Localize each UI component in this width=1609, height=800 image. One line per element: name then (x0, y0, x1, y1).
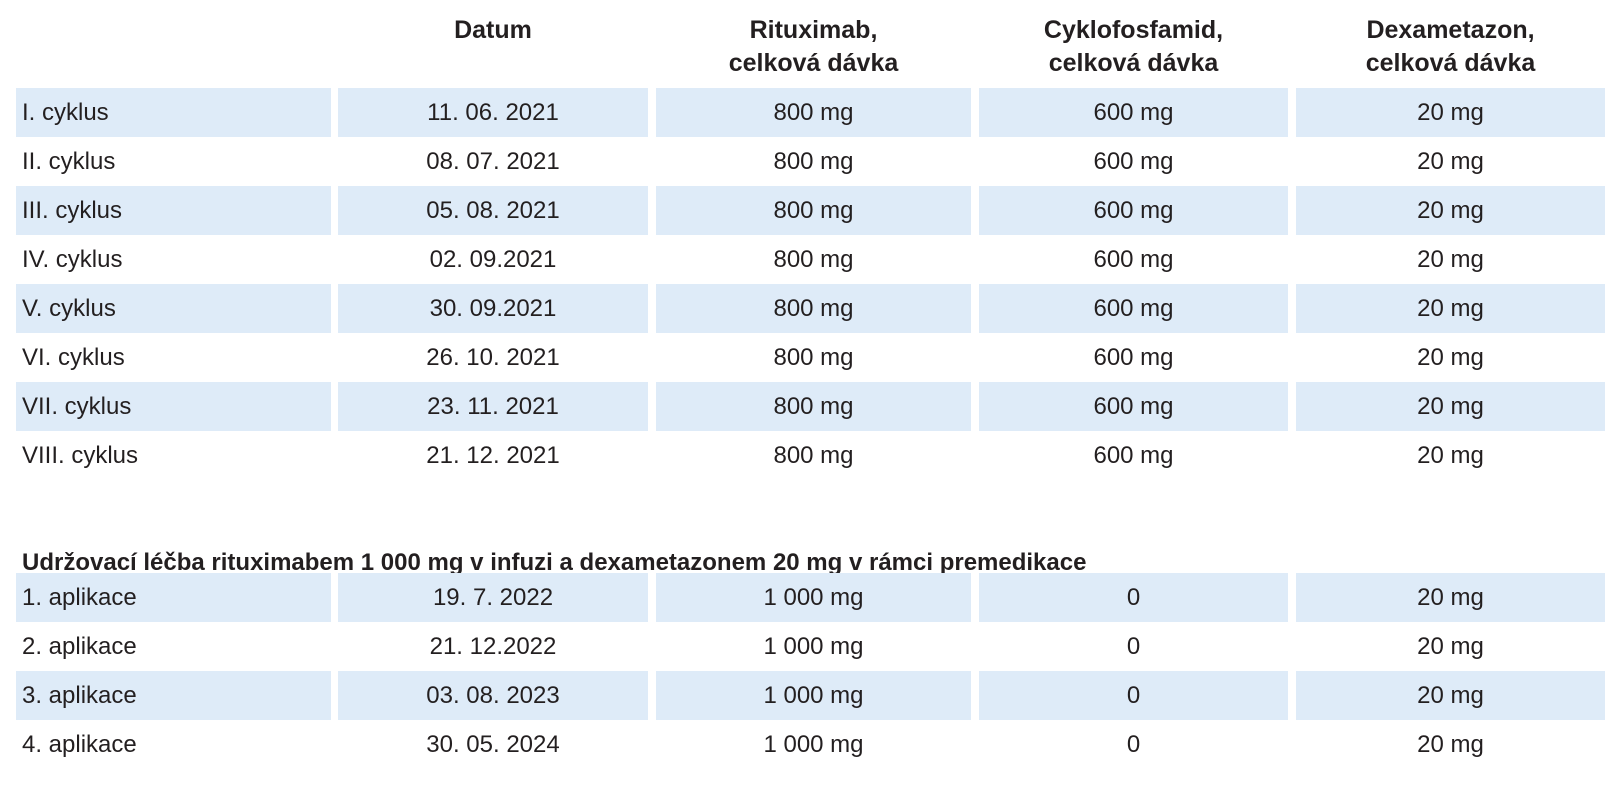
cyclophosphamide-cell: 600 mg (1093, 246, 1174, 273)
date-cell: 21. 12.2022 (429, 633, 557, 660)
rituximab-cell: 800 mg (773, 344, 854, 371)
cyclophosphamide-cell: 600 mg (979, 186, 1288, 235)
row-label: VIII. cyklus (22, 442, 139, 469)
table-row: II. cyklus 08. 07. 2021 800 mg 600 mg 20… (0, 137, 1609, 186)
dexamethasone-cell: 20 mg (1417, 633, 1484, 660)
row-label: IV. cyklus (22, 246, 123, 273)
table-row: IV. cyklus 02. 09.2021 800 mg 600 mg 20 … (0, 235, 1609, 284)
cyclophosphamide-cell: 600 mg (979, 284, 1288, 333)
table-row: VI. cyklus 26. 10. 2021 800 mg 600 mg 20… (0, 333, 1609, 382)
dexamethasone-cell: 20 mg (1296, 284, 1605, 333)
row-label: 1. aplikace (16, 573, 331, 622)
dexamethasone-cell: 20 mg (1417, 731, 1484, 758)
table-row: 1. aplikace 19. 7. 2022 1 000 mg 0 20 mg (0, 573, 1609, 622)
rituximab-cell: 1 000 mg (763, 633, 864, 660)
date-cell: 26. 10. 2021 (426, 344, 560, 371)
rituximab-cell: 800 mg (773, 442, 854, 469)
table-row: 3. aplikace 03. 08. 2023 1 000 mg 0 20 m… (0, 671, 1609, 720)
date-cell: 21. 12. 2021 (426, 442, 560, 469)
row-label: 3. aplikace (16, 671, 331, 720)
cyclophosphamide-cell: 0 (1126, 633, 1141, 660)
row-label: I. cyklus (16, 88, 331, 137)
date-cell: 30. 09.2021 (338, 284, 648, 333)
row-label: V. cyklus (16, 284, 331, 333)
date-cell: 11. 06. 2021 (338, 88, 648, 137)
header-cell-cyclophosphamide: Cyklofosfamid, celková dávka (1043, 16, 1224, 77)
date-cell: 19. 7. 2022 (338, 573, 648, 622)
rituximab-cell: 1 000 mg (656, 573, 971, 622)
row-label: 2. aplikace (22, 633, 137, 660)
rituximab-cell: 800 mg (656, 186, 971, 235)
rituximab-cell: 800 mg (656, 382, 971, 431)
table-row: III. cyklus 05. 08. 2021 800 mg 600 mg 2… (0, 186, 1609, 235)
row-label: 4. aplikace (22, 731, 137, 758)
row-label: VII. cyklus (16, 382, 331, 431)
dexamethasone-cell: 20 mg (1296, 186, 1605, 235)
maintenance-section-title: Udržovací léčba rituximabem 1 000 mg v i… (22, 549, 1087, 576)
date-cell: 02. 09.2021 (429, 246, 557, 273)
cyclophosphamide-cell: 600 mg (1093, 344, 1174, 371)
row-label: VI. cyklus (22, 344, 125, 371)
table-row: 4. aplikace 30. 05. 2024 1 000 mg 0 20 m… (0, 720, 1609, 769)
dexamethasone-cell: 20 mg (1417, 246, 1484, 273)
cyclophosphamide-cell: 0 (979, 671, 1288, 720)
rituximab-cell: 800 mg (773, 148, 854, 175)
header-cell-date: Datum (454, 16, 532, 44)
rituximab-cell: 800 mg (656, 88, 971, 137)
table-row: VII. cyklus 23. 11. 2021 800 mg 600 mg 2… (0, 382, 1609, 431)
rituximab-cell: 800 mg (656, 284, 971, 333)
table-row: 2. aplikace 21. 12.2022 1 000 mg 0 20 mg (0, 622, 1609, 671)
header-cell-rituximab: Rituximab, celková dávka (728, 16, 899, 77)
cyclophosphamide-cell: 600 mg (979, 88, 1288, 137)
row-label: III. cyklus (16, 186, 331, 235)
cyclophosphamide-cell: 600 mg (1093, 148, 1174, 175)
dexamethasone-cell: 20 mg (1296, 88, 1605, 137)
dexamethasone-cell: 20 mg (1417, 442, 1484, 469)
cyclophosphamide-cell: 0 (979, 573, 1288, 622)
header-cell-empty (16, 14, 331, 84)
table-row: VIII. cyklus 21. 12. 2021 800 mg 600 mg … (0, 431, 1609, 480)
cyclophosphamide-cell: 600 mg (979, 382, 1288, 431)
header-cell-dexamethasone: Dexametazon, celková dávka (1365, 16, 1536, 77)
dexamethasone-cell: 20 mg (1417, 148, 1484, 175)
date-cell: 23. 11. 2021 (338, 382, 648, 431)
date-cell: 08. 07. 2021 (426, 148, 560, 175)
table-row: I. cyklus 11. 06. 2021 800 mg 600 mg 20 … (0, 88, 1609, 137)
dexamethasone-cell: 20 mg (1417, 344, 1484, 371)
rituximab-cell: 1 000 mg (656, 671, 971, 720)
row-label: II. cyklus (22, 148, 116, 175)
dexamethasone-cell: 20 mg (1296, 671, 1605, 720)
date-cell: 30. 05. 2024 (426, 731, 560, 758)
cyclophosphamide-cell: 600 mg (1093, 442, 1174, 469)
date-cell: 03. 08. 2023 (338, 671, 648, 720)
table-row: V. cyklus 30. 09.2021 800 mg 600 mg 20 m… (0, 284, 1609, 333)
date-cell: 05. 08. 2021 (338, 186, 648, 235)
rituximab-cell: 800 mg (773, 246, 854, 273)
dexamethasone-cell: 20 mg (1296, 382, 1605, 431)
cyclophosphamide-cell: 0 (1126, 731, 1141, 758)
dexamethasone-cell: 20 mg (1296, 573, 1605, 622)
rituximab-cell: 1 000 mg (763, 731, 864, 758)
